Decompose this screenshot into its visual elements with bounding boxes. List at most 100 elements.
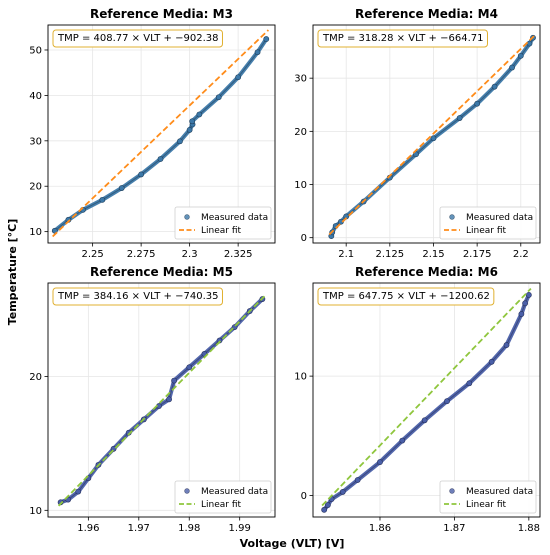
x-tick-label: 2.125 — [376, 249, 405, 260]
plot-data — [51, 29, 270, 238]
y-tick-label: 10 — [29, 506, 42, 517]
legend-label-fit: Linear fit — [201, 500, 242, 510]
measured-data-point — [321, 506, 328, 513]
chart-title: Reference Media: M4 — [355, 7, 498, 21]
measured-data-point — [339, 489, 346, 495]
measured-data-point — [503, 342, 510, 348]
chart-title: Reference Media: M5 — [90, 265, 233, 279]
plot-data — [328, 34, 536, 239]
x-tick-label: 2.2 — [513, 249, 529, 260]
measured-data-point — [235, 74, 242, 81]
x-tick-label: 2.1 — [338, 249, 354, 260]
measured-data-point — [522, 300, 529, 307]
legend-label-measured: Measured data — [201, 213, 268, 223]
y-tick-label: 30 — [294, 74, 307, 85]
measured-data-point — [186, 364, 193, 371]
measured-data-point — [215, 94, 222, 101]
measured-data-point — [354, 477, 361, 483]
x-tick-label: 1.99 — [229, 523, 251, 534]
fit-equation-box — [52, 287, 223, 306]
legend-marker-measured — [184, 488, 190, 494]
x-tick-label: 1.87 — [443, 523, 465, 534]
fit-equation-box — [317, 29, 488, 48]
legend-label-measured: Measured data — [201, 487, 268, 497]
legend-box — [439, 480, 537, 514]
measured-data-trace — [322, 292, 531, 512]
measured-data-point — [526, 40, 533, 47]
plot-data — [57, 295, 266, 507]
y-tick-label: 20 — [29, 182, 42, 193]
y-tick-label: 10 — [294, 372, 307, 383]
figure-ylabel: Temperature [°C] — [6, 219, 19, 326]
measured-data-point — [491, 83, 498, 90]
figure-xlabel: Voltage (VLT) [V] — [240, 537, 345, 550]
y-tick-label: 0 — [301, 491, 307, 502]
measured-data-point — [430, 135, 437, 142]
x-tick-label: 2.275 — [127, 249, 156, 260]
legend-label-fit: Linear fit — [466, 226, 507, 236]
measured-data-trace-edge — [323, 294, 530, 511]
fit-equation-box — [52, 29, 223, 48]
plot-frame — [47, 282, 276, 518]
measured-data-point — [525, 292, 532, 298]
measured-data-point — [263, 36, 270, 42]
legend-label-fit: Linear fit — [466, 500, 507, 510]
fit-equation-box — [317, 287, 495, 306]
linear-fit-line — [57, 295, 266, 507]
chart-panel-4: 1.86 1.87 1.88 0 10 Reference Media: M6 TMP = … — [294, 265, 541, 534]
measured-data-point — [509, 64, 515, 71]
measured-data-point — [466, 380, 473, 387]
measured-data-trace-edge — [54, 38, 267, 232]
chart-title: Reference Media: M3 — [90, 7, 233, 21]
x-tick-label: 1.96 — [77, 523, 99, 534]
legend-label-measured: Measured data — [466, 213, 533, 223]
measured-data-point — [421, 417, 428, 424]
y-tick-label: 20 — [29, 372, 42, 383]
y-tick-label: 10 — [294, 180, 307, 191]
fit-equation: TMP = 318.28 × VLT + −664.71 — [322, 33, 483, 44]
measured-data-point — [474, 100, 481, 107]
y-tick-label: 30 — [29, 136, 42, 147]
x-tick-label: 1.97 — [128, 523, 150, 534]
measured-data-point — [196, 111, 203, 118]
measured-data-point — [456, 115, 463, 121]
y-tick-label: 40 — [29, 91, 42, 102]
plot-data — [321, 288, 532, 513]
measured-data-point — [518, 311, 525, 317]
measured-data-point — [399, 437, 406, 444]
y-tick-label: 50 — [29, 45, 42, 56]
measured-data-point — [177, 138, 183, 145]
linear-fit-line — [328, 34, 536, 236]
linear-fit-line — [321, 288, 532, 507]
chart-panel-1: 2.25 2.275 2.3 2.325 10 20 30 40 50 Reference Med… — [29, 7, 276, 260]
measured-data-trace — [52, 36, 269, 233]
measured-data-point — [488, 358, 495, 365]
measured-data-point — [324, 502, 331, 508]
legend-box — [174, 206, 272, 240]
measured-data-point — [189, 118, 196, 125]
measured-data-point — [99, 196, 106, 203]
x-tick-label: 2.15 — [422, 249, 444, 260]
plot-frame — [312, 282, 541, 518]
measured-data-point — [166, 396, 172, 403]
measured-data-point — [118, 185, 125, 191]
measured-data-point — [254, 49, 261, 56]
legend-marker-measured — [184, 214, 190, 220]
legend-marker-measured — [449, 214, 455, 220]
plot-frame — [312, 24, 541, 244]
legend-marker-measured — [449, 488, 455, 494]
x-tick-label: 2.175 — [463, 249, 492, 260]
measured-data-point — [171, 377, 178, 384]
measured-data-point — [75, 488, 82, 495]
plot-frame — [47, 24, 276, 244]
linear-fit-line — [52, 29, 270, 238]
legend-label-fit: Linear fit — [201, 226, 242, 236]
measured-data-point — [517, 52, 524, 59]
legend-box — [174, 480, 272, 514]
measured-data-point — [444, 398, 450, 405]
y-tick-label: 20 — [294, 127, 307, 138]
legend-label-measured: Measured data — [466, 487, 533, 497]
y-tick-label: 0 — [301, 233, 307, 244]
x-tick-label: 1.86 — [369, 523, 391, 534]
